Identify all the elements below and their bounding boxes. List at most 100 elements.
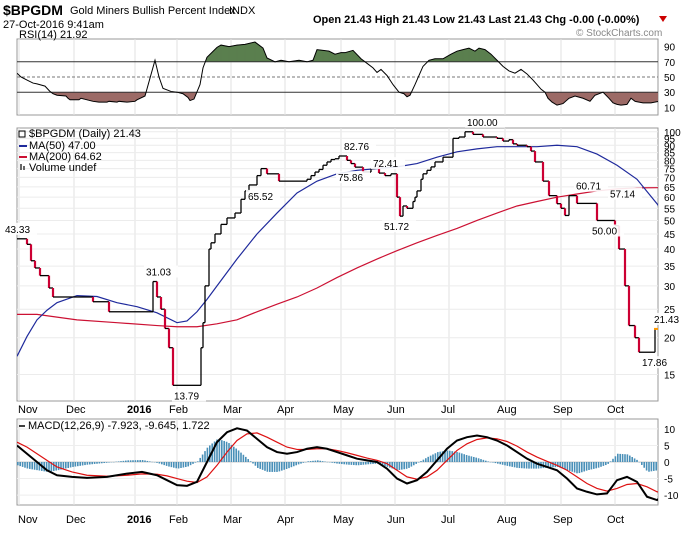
macd-histogram-bar [103, 462, 105, 463]
macd-histogram-bar [603, 462, 605, 466]
macd-histogram-bar [312, 461, 314, 462]
rsi-overbought-fill [323, 50, 329, 61]
macd-histogram-bar [310, 461, 312, 462]
macd-histogram-bar [423, 460, 425, 462]
macd-histogram-bar [173, 462, 175, 468]
macd-histogram-bar [612, 459, 614, 462]
price-annotation: 72.41 [373, 159, 398, 170]
price-tick-label: 60 [664, 193, 676, 204]
x-axis-label: Aug [497, 404, 517, 416]
macd-histogram-bar [144, 460, 146, 462]
macd-histogram-bar [142, 460, 144, 462]
rsi-overbought-fill [317, 50, 323, 62]
x-axis-label: May [333, 404, 354, 416]
macd-histogram-bar [264, 462, 266, 471]
exchange-label: INDX [229, 5, 256, 17]
macd-histogram-bar [87, 462, 89, 465]
macd-histogram-bar [19, 462, 21, 466]
macd-histogram-bar [271, 462, 273, 472]
price-tick-label: 50 [664, 216, 676, 227]
macd-histogram-bar [281, 462, 283, 471]
macd-histogram-bar [132, 460, 134, 462]
macd-histogram-bar [269, 462, 271, 472]
x-axis-label: Dec [66, 514, 86, 526]
rsi-oversold-fill [621, 92, 627, 105]
macd-histogram-bar [82, 462, 84, 465]
macd-histogram-bar [519, 462, 521, 468]
macd-histogram-bar [641, 462, 643, 465]
x-axis-label: Jun [387, 514, 405, 526]
macd-histogram-bar [31, 462, 33, 469]
macd-histogram-bar [185, 462, 187, 467]
macd-tick-label: -10 [664, 491, 679, 502]
macd-histogram-bar [487, 461, 489, 462]
macd-histogram-bar [228, 443, 230, 462]
macd-histogram-bar [619, 454, 621, 462]
price-annotation: 17.86 [642, 358, 667, 369]
macd-histogram-bar [480, 459, 482, 462]
macd-histogram-bar [183, 462, 185, 468]
macd-histogram-bar [58, 462, 60, 470]
macd-histogram-bar [411, 462, 413, 467]
x-axis-label: Oct [607, 404, 624, 416]
macd-histogram-bar [331, 462, 333, 463]
macd-histogram-bar [303, 462, 305, 463]
macd-histogram-bar [370, 462, 372, 464]
macd-histogram-bar [660, 462, 662, 468]
macd-histogram-bar [84, 462, 86, 465]
macd-histogram-bar [502, 462, 504, 465]
macd-histogram-bar [334, 462, 336, 463]
macd-histogram-bar [247, 459, 249, 462]
price-annotation: 13.79 [174, 391, 199, 402]
x-axis-label: Jun [387, 404, 405, 416]
macd-histogram-bar [307, 461, 309, 462]
macd-histogram-bar [509, 462, 511, 466]
macd-histogram-bar [322, 461, 324, 462]
macd-histogram-bar [569, 462, 571, 471]
macd-histogram-bar [653, 462, 655, 471]
macd-histogram-bar [139, 460, 141, 462]
price-annotation: 57.14 [610, 189, 635, 200]
macd-histogram-bar [298, 462, 300, 464]
macd-histogram-bar [461, 453, 463, 462]
macd-histogram-bar [627, 454, 629, 462]
x-axis-label: Aug [497, 514, 517, 526]
macd-histogram-bar [497, 462, 499, 464]
macd-histogram-bar [468, 456, 470, 462]
macd-histogram-bar [99, 462, 101, 463]
macd-histogram-bar [29, 462, 31, 469]
macd-histogram-bar [315, 461, 317, 462]
macd-histogram-bar [631, 457, 633, 462]
macd-histogram-bar [118, 461, 120, 462]
index-name: Gold Miners Bullish Percent Index [70, 5, 236, 17]
macd-histogram-bar [65, 462, 67, 469]
change-down-icon [659, 16, 667, 22]
macd-histogram-bar [432, 454, 434, 462]
macd-histogram-bar [147, 461, 149, 462]
x-axis-label: Mar [223, 514, 242, 526]
rsi-oversold-fill [107, 92, 109, 102]
macd-histogram-bar [250, 461, 252, 462]
macd-histogram-bar [89, 462, 91, 464]
macd-histogram-bar [353, 462, 355, 465]
macd-histogram-bar [463, 454, 465, 462]
x-axis-label: May [333, 514, 354, 526]
macd-histogram-bar [127, 460, 129, 462]
macd-histogram-bar [360, 462, 362, 465]
macd-histogram-bar [91, 462, 93, 464]
price-annotation: 75.86 [338, 173, 363, 184]
macd-histogram-bar [605, 462, 607, 465]
price-annotation: 50.00 [592, 226, 617, 237]
macd-histogram-bar [607, 462, 609, 464]
macd-histogram-bar [319, 461, 321, 462]
macd-histogram-bar [199, 458, 201, 462]
price-annotation: 43.33 [5, 225, 30, 236]
macd-histogram-bar [636, 460, 638, 462]
macd-histogram-bar [643, 462, 645, 468]
macd-histogram-bar [401, 462, 403, 470]
macd-histogram-bar [586, 462, 588, 471]
rsi-oversold-fill [73, 92, 77, 100]
macd-histogram-bar [240, 453, 242, 462]
rsi-oversold-fill [119, 92, 127, 102]
